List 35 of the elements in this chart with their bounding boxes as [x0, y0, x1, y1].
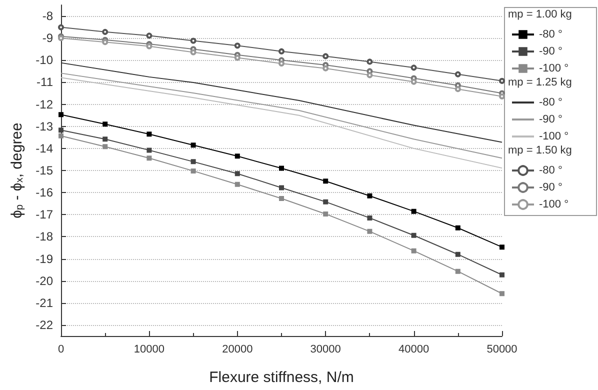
y-tick-label: -15: [36, 164, 54, 178]
x-axis-title: Flexure stiffness, N/m: [209, 369, 354, 386]
text: mp = 1.50 kg: [508, 144, 572, 156]
y-tick-label: -19: [36, 252, 54, 266]
y-tick-label: -10: [36, 53, 54, 68]
y-tick-label: -16: [36, 186, 54, 200]
y-tick-label: -12: [36, 97, 54, 112]
text: mp = 1.00 kg: [508, 8, 572, 20]
y-tick-label: -14: [36, 141, 54, 156]
y-tick-label: -9: [42, 31, 54, 46]
y-tick-label: -22: [36, 318, 54, 332]
legend-label: -90 °: [539, 46, 562, 58]
x-tick-label: 0: [58, 344, 64, 356]
y-tick-label: -11: [36, 75, 54, 90]
y-tick-label: -13: [36, 119, 54, 134]
legend-label: -90 °: [539, 114, 562, 126]
y-axis-title: ϕp - ϕx, degree: [8, 122, 26, 218]
y-tick-label: -17: [36, 208, 54, 222]
x-tick-label: 40000: [398, 344, 430, 356]
legend-label: -80 °: [539, 96, 562, 108]
x-tick-label: 50000: [486, 344, 518, 356]
y-tick-label: -21: [36, 296, 54, 310]
legend-label: -100 °: [539, 130, 568, 142]
x-tick-label: 10000: [134, 344, 164, 356]
legend-label: -100 °: [539, 62, 568, 74]
x-tick-label: 20000: [222, 344, 253, 356]
y-tick-label: -20: [36, 274, 54, 288]
legend-label: -80 °: [539, 28, 562, 40]
legend-label: -100 °: [539, 198, 568, 210]
y-tick-label: -18: [36, 230, 54, 244]
text: mp = 1.25 kg: [508, 76, 572, 88]
legend-label: -90 °: [539, 182, 562, 194]
x-tick-label: 30000: [310, 344, 341, 356]
y-tick-label: -8: [42, 9, 54, 24]
legend-label: -80 °: [539, 164, 562, 176]
